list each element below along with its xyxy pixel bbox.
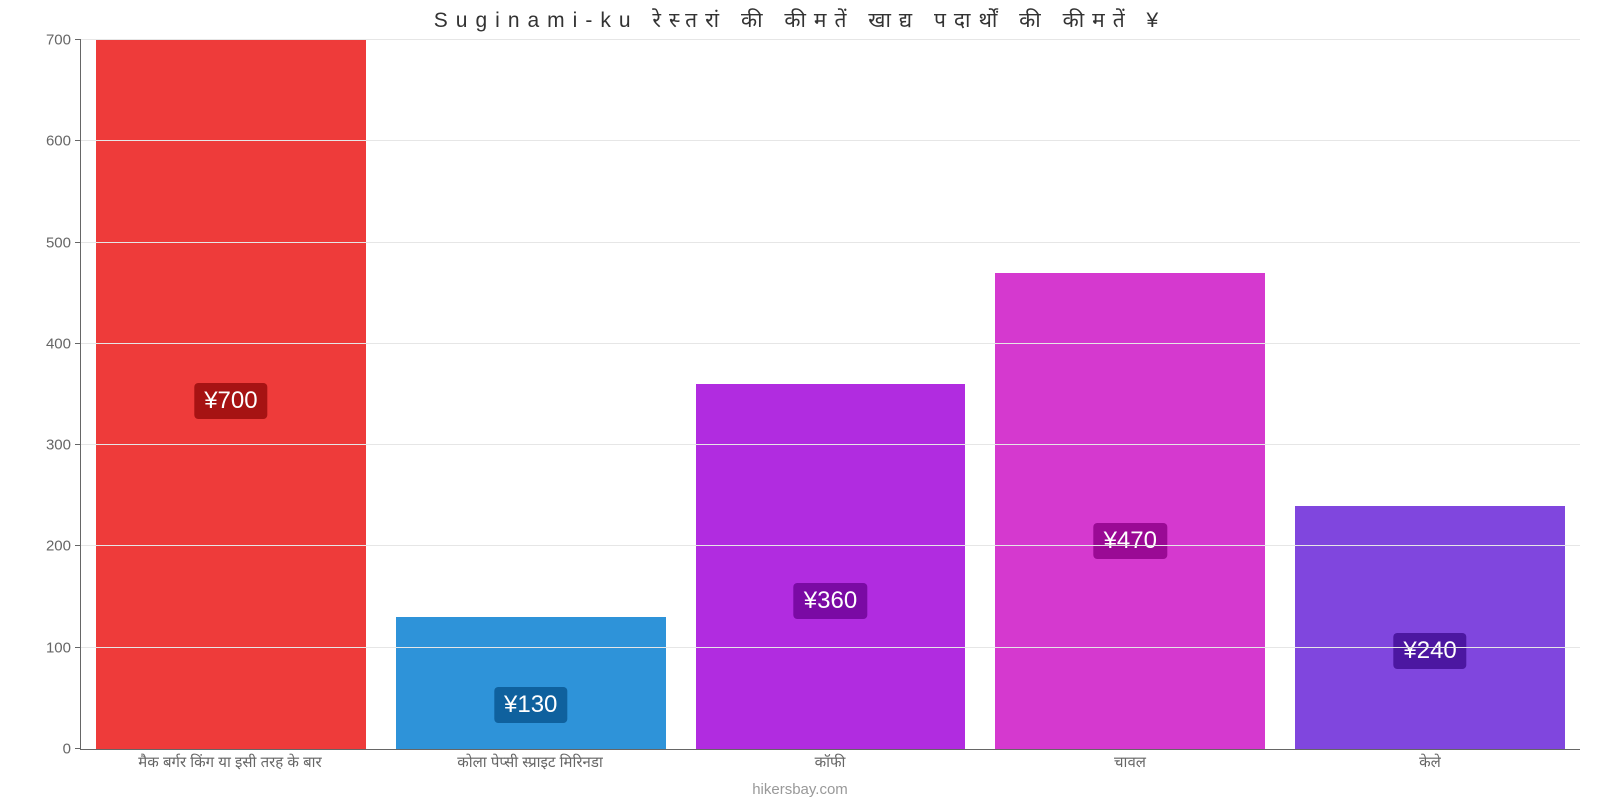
bar-slot: ¥240: [1280, 40, 1580, 749]
attribution-text: hikersbay.com: [0, 781, 1600, 798]
bar-value-label: ¥470: [1094, 523, 1167, 559]
bar-value-label: ¥700: [194, 383, 267, 419]
price-bar-chart: Suginami-ku रेस्तरां की कीमतें खाद्य पदा…: [0, 0, 1600, 800]
y-tick-label: 100: [46, 639, 71, 656]
y-tick-mark: [75, 444, 81, 445]
bar-slot: ¥130: [381, 40, 681, 749]
bar: ¥130: [396, 617, 666, 749]
gridline: [81, 444, 1580, 445]
y-tick-mark: [75, 140, 81, 141]
y-tick-label: 500: [46, 234, 71, 251]
x-axis-labels: मैक बर्गर किंग या इसी तरह के बारकोला पेप…: [80, 752, 1580, 772]
bar-value-label: ¥360: [794, 583, 867, 619]
gridline: [81, 39, 1580, 40]
bar-value-label: ¥240: [1393, 633, 1466, 669]
y-tick-mark: [75, 242, 81, 243]
bar-slot: ¥700: [81, 40, 381, 749]
x-axis-label: मैक बर्गर किंग या इसी तरह के बार: [80, 752, 380, 772]
y-tick-label: 400: [46, 335, 71, 352]
gridline: [81, 343, 1580, 344]
bar-slot: ¥470: [980, 40, 1280, 749]
y-tick-label: 300: [46, 437, 71, 454]
bar: ¥700: [96, 40, 366, 749]
x-axis-label: कॉफी: [680, 752, 980, 772]
plot-area: ¥700¥130¥360¥470¥240 0100200300400500600…: [80, 40, 1580, 750]
x-axis-label: चावल: [980, 752, 1280, 772]
x-axis-label: केले: [1280, 752, 1580, 772]
bar: ¥360: [696, 384, 966, 749]
gridline: [81, 647, 1580, 648]
chart-title: Suginami-ku रेस्तरां की कीमतें खाद्य पदा…: [0, 6, 1600, 34]
y-tick-mark: [75, 39, 81, 40]
y-tick-mark: [75, 343, 81, 344]
y-tick-label: 200: [46, 538, 71, 555]
gridline: [81, 242, 1580, 243]
y-tick-mark: [75, 545, 81, 546]
gridline: [81, 140, 1580, 141]
y-tick-label: 600: [46, 133, 71, 150]
y-tick-label: 0: [63, 741, 71, 758]
bar: ¥240: [1295, 506, 1565, 749]
x-axis-label: कोला पेप्सी स्प्राइट मिरिनडा: [380, 752, 680, 772]
gridline: [81, 545, 1580, 546]
y-tick-label: 700: [46, 32, 71, 49]
bars-container: ¥700 ¥130 ¥360 ¥470 ¥240: [81, 40, 1580, 749]
bar: ¥470: [995, 273, 1265, 749]
y-tick-mark: [75, 647, 81, 648]
bar-slot: ¥360: [681, 40, 981, 749]
bar-value-label: ¥130: [494, 687, 567, 723]
y-tick-mark: [75, 748, 81, 749]
